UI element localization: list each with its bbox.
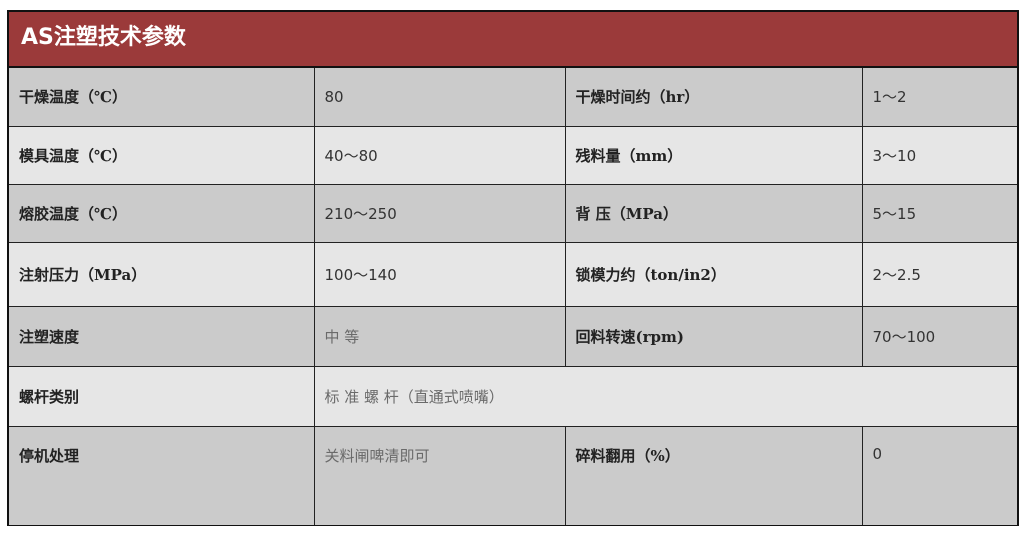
param-label: 模具温度（℃） [9, 125, 315, 185]
table-row: 注射压力（MPa） 100～140 锁模力约（ton/in2） 2～2.5 [9, 241, 1017, 307]
param-value: 1～2 [861, 68, 1017, 127]
table-title: AS注塑技术参数 [9, 12, 1017, 68]
param-label: 回料转速(rpm) [564, 305, 863, 367]
param-value: 100～140 [313, 241, 566, 307]
param-value: 2～2.5 [861, 241, 1017, 307]
param-label: 干燥时间约（hr） [564, 68, 863, 127]
param-value: 40～80 [313, 125, 566, 185]
param-value: 80 [313, 68, 566, 127]
param-label: 残料量（mm） [564, 125, 863, 185]
param-value: 70～100 [861, 305, 1017, 367]
table-row: 停机处理 关料闸啤清即可 碎料翻用（%） 0 [9, 425, 1017, 525]
table-row: 干燥温度（℃） 80 干燥时间约（hr） 1～2 [9, 68, 1017, 127]
param-value: 210～250 [313, 183, 566, 243]
param-value: 关料闸啤清即可 [313, 425, 566, 525]
param-value: 3～10 [861, 125, 1017, 185]
param-value: 0 [861, 425, 1017, 525]
param-label: 碎料翻用（%） [564, 425, 863, 525]
param-label: 停机处理 [9, 425, 315, 525]
parameters-table: AS注塑技术参数 干燥温度（℃） 80 干燥时间约（hr） 1～2 模具温度（℃… [7, 10, 1019, 526]
table-row: 螺杆类别 标 准 螺 杆（直通式喷嘴） [9, 365, 1017, 427]
param-label: 螺杆类别 [9, 365, 315, 427]
param-value: 标 准 螺 杆（直通式喷嘴） [313, 365, 1017, 427]
param-value: 5～15 [861, 183, 1017, 243]
table-row: 模具温度（℃） 40～80 残料量（mm） 3～10 [9, 125, 1017, 185]
param-label: 干燥温度（℃） [9, 68, 315, 127]
table-row: 熔胶温度（℃） 210～250 背 压（MPa） 5～15 [9, 183, 1017, 243]
param-label: 背 压（MPa） [564, 183, 863, 243]
param-label: 锁模力约（ton/in2） [564, 241, 863, 307]
param-label: 注射压力（MPa） [9, 241, 315, 307]
param-value: 中 等 [313, 305, 566, 367]
param-label: 注塑速度 [9, 305, 315, 367]
param-label: 熔胶温度（℃） [9, 183, 315, 243]
table-row: 注塑速度 中 等 回料转速(rpm) 70～100 [9, 305, 1017, 367]
